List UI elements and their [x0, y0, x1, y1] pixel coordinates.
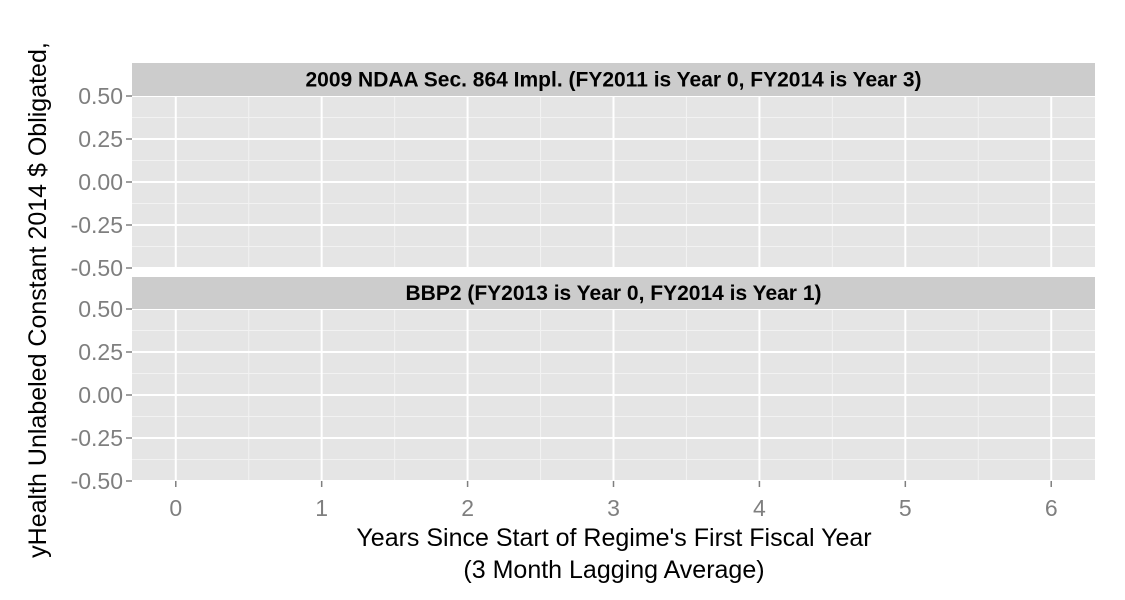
- y-tick-label: -0.25: [71, 212, 123, 238]
- x-axis-title-line2: (3 Month Lagging Average): [463, 556, 764, 584]
- y-tick-label: -0.25: [71, 425, 123, 451]
- y-tick-label: 0.50: [78, 296, 123, 322]
- panels: 2009 NDAA Sec. 864 Impl. (FY2011 is Year…: [71, 63, 1095, 494]
- y-tick-label: -0.50: [71, 255, 123, 281]
- facet-strip: [132, 277, 1095, 309]
- x-tick-label: 1: [315, 495, 328, 521]
- x-axis: 0 1 2 3 4 5 6: [169, 481, 1058, 521]
- x-tick-label: 5: [899, 495, 912, 521]
- x-tick-label: 6: [1045, 495, 1058, 521]
- x-tick-label: 3: [607, 495, 620, 521]
- y-tick-label: 0.00: [78, 169, 123, 195]
- y-tick-label: 0.00: [78, 382, 123, 408]
- y-tick-label: 0.50: [78, 83, 123, 109]
- x-tick-label: 2: [461, 495, 474, 521]
- x-axis-title-line1: Years Since Start of Regime's First Fisc…: [356, 524, 871, 552]
- y-axis-title: yHealth Unlabeled Constant 2014 $ Obliga…: [24, 42, 52, 558]
- panel-2: BBP2 (FY2013 is Year 0, FY2014 is Year 1…: [71, 277, 1095, 494]
- y-tick-label: 0.25: [78, 126, 123, 152]
- panel-1: 2009 NDAA Sec. 864 Impl. (FY2011 is Year…: [71, 63, 1095, 281]
- facet-strip: [132, 63, 1095, 96]
- facet-strip-label: 2009 NDAA Sec. 864 Impl. (FY2011 is Year…: [305, 69, 921, 92]
- y-tick-label: -0.50: [71, 468, 123, 494]
- x-tick-label: 0: [169, 495, 182, 521]
- facet-strip-label: BBP2 (FY2013 is Year 0, FY2014 is Year 1…: [405, 282, 821, 305]
- x-tick-label: 4: [753, 495, 766, 521]
- y-tick-label: 0.25: [78, 339, 123, 365]
